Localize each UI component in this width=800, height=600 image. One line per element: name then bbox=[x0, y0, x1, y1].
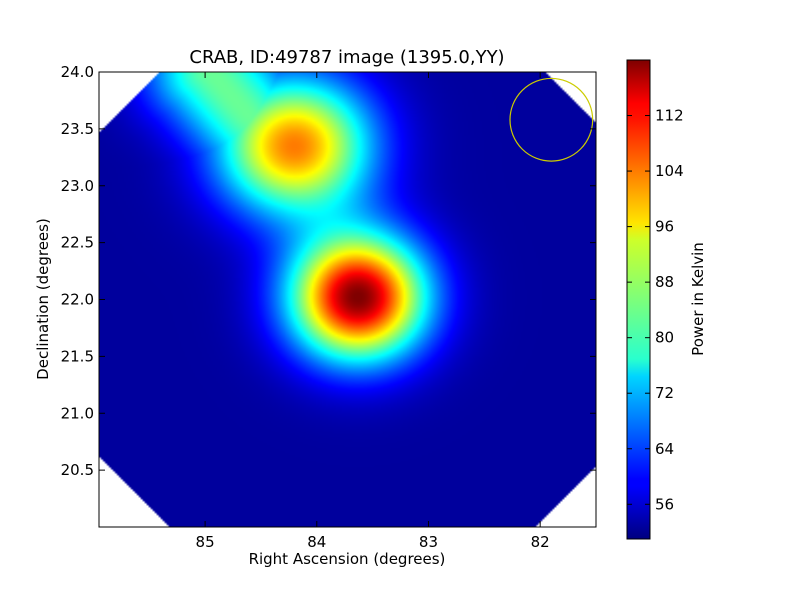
colorbar-tick-label: 56 bbox=[655, 495, 674, 513]
colorbar-tick-label: 112 bbox=[655, 107, 684, 125]
colorbar bbox=[626, 59, 651, 540]
x-tick-label: 84 bbox=[307, 533, 326, 551]
heatmap bbox=[99, 72, 596, 527]
x-axis-label: Right Ascension (degrees) bbox=[249, 550, 446, 568]
y-tick-label: 24.0 bbox=[61, 63, 94, 81]
chart-title: CRAB, ID:49787 image (1395.0,YY) bbox=[189, 47, 504, 68]
colorbar-tick-label: 104 bbox=[655, 162, 684, 180]
heatmap-image bbox=[99, 72, 596, 527]
x-tick-label: 82 bbox=[531, 533, 550, 551]
beam-circle bbox=[509, 77, 594, 162]
colorbar-label: Power in Kelvin bbox=[689, 242, 707, 356]
colorbar-tick-label: 72 bbox=[655, 384, 674, 402]
y-tick-label: 22.0 bbox=[61, 291, 94, 309]
y-axis-label: Declination (degrees) bbox=[34, 218, 52, 380]
y-tick-label: 23.0 bbox=[61, 177, 94, 195]
colorbar-tick-label: 80 bbox=[655, 329, 674, 347]
colorbar-tick-label: 64 bbox=[655, 440, 674, 458]
y-tick-label: 21.5 bbox=[61, 347, 94, 365]
y-tick-label: 20.5 bbox=[61, 461, 94, 479]
x-axis-ticks: 85 84 83 82 bbox=[196, 72, 550, 551]
x-tick-label: 83 bbox=[419, 533, 438, 551]
y-tick-label: 21.0 bbox=[61, 404, 94, 422]
x-tick-label: 85 bbox=[196, 533, 215, 551]
y-axis-ticks: 20.5 21.0 21.5 22.0 22.5 23.0 23.5 24.0 bbox=[61, 63, 596, 479]
colorbar-tick-label: 96 bbox=[655, 218, 674, 236]
y-tick-label: 22.5 bbox=[61, 234, 94, 252]
y-tick-label: 23.5 bbox=[61, 120, 94, 138]
colorbar-tick-label: 88 bbox=[655, 273, 674, 291]
colorbar-ticks: 56 64 72 80 88 96 104 112 bbox=[627, 107, 684, 513]
